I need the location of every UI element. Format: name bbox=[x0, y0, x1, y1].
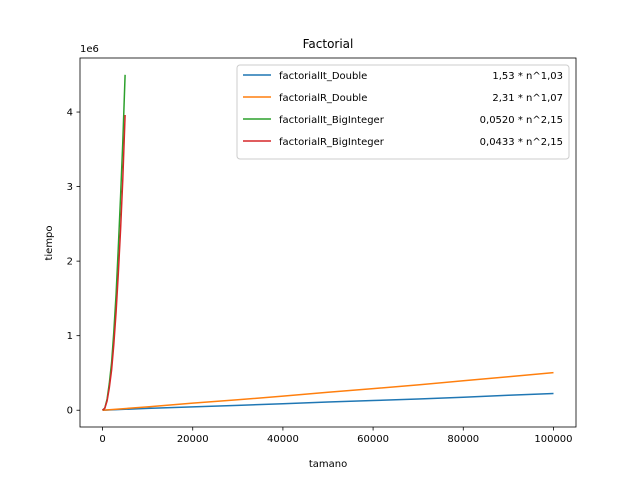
y-tick-label: 1 bbox=[67, 331, 73, 342]
series-line-factorialR_BigInteger bbox=[102, 114, 126, 411]
series-line-factorialIt_Double bbox=[102, 392, 554, 411]
x-axis-label: tamano bbox=[309, 459, 347, 470]
y-axis-offset-label: 1e6 bbox=[80, 44, 99, 55]
plot-layer bbox=[101, 74, 554, 411]
y-axis-label: tiempo bbox=[44, 225, 55, 260]
legend-entry-formula: 2,31 * n^1,07 bbox=[492, 93, 563, 104]
legend-entry-name: factorialIt_Double bbox=[279, 71, 367, 82]
legend-entry-name: factorialR_BigInteger bbox=[279, 137, 385, 148]
x-tick-label: 40000 bbox=[267, 434, 299, 445]
y-tick-label: 0 bbox=[67, 406, 73, 417]
legend-box bbox=[236, 64, 570, 160]
chart-title: Factorial bbox=[303, 37, 354, 51]
legend-entry-name: factorialR_Double bbox=[279, 93, 367, 104]
plot-frame bbox=[79, 57, 577, 428]
axes-layer: 0 20000 40000 60000 80000 100000 0 1 2 3 4 bbox=[67, 57, 577, 445]
legend: factorialIt_Double 1,53 * n^1,03 factorial… bbox=[236, 64, 570, 160]
x-tick-label: 20000 bbox=[177, 434, 209, 445]
legend-entry-formula: 1,53 * n^1,03 bbox=[492, 71, 563, 82]
series-line-factorialR_Double bbox=[102, 371, 554, 411]
y-tick-label: 3 bbox=[67, 182, 73, 193]
x-tick-label: 0 bbox=[99, 434, 105, 445]
legend-entry-formula: 0,0520 * n^2,15 bbox=[480, 115, 563, 126]
x-tick-label: 60000 bbox=[357, 434, 389, 445]
x-tick-label: 80000 bbox=[447, 434, 479, 445]
x-tick-label: 100000 bbox=[534, 434, 572, 445]
y-tick-label: 2 bbox=[67, 257, 73, 268]
legend-entry-name: factorialIt_BigInteger bbox=[279, 115, 385, 126]
legend-entry-formula: 0,0433 * n^2,15 bbox=[480, 137, 563, 148]
y-tick-label: 4 bbox=[67, 108, 73, 119]
